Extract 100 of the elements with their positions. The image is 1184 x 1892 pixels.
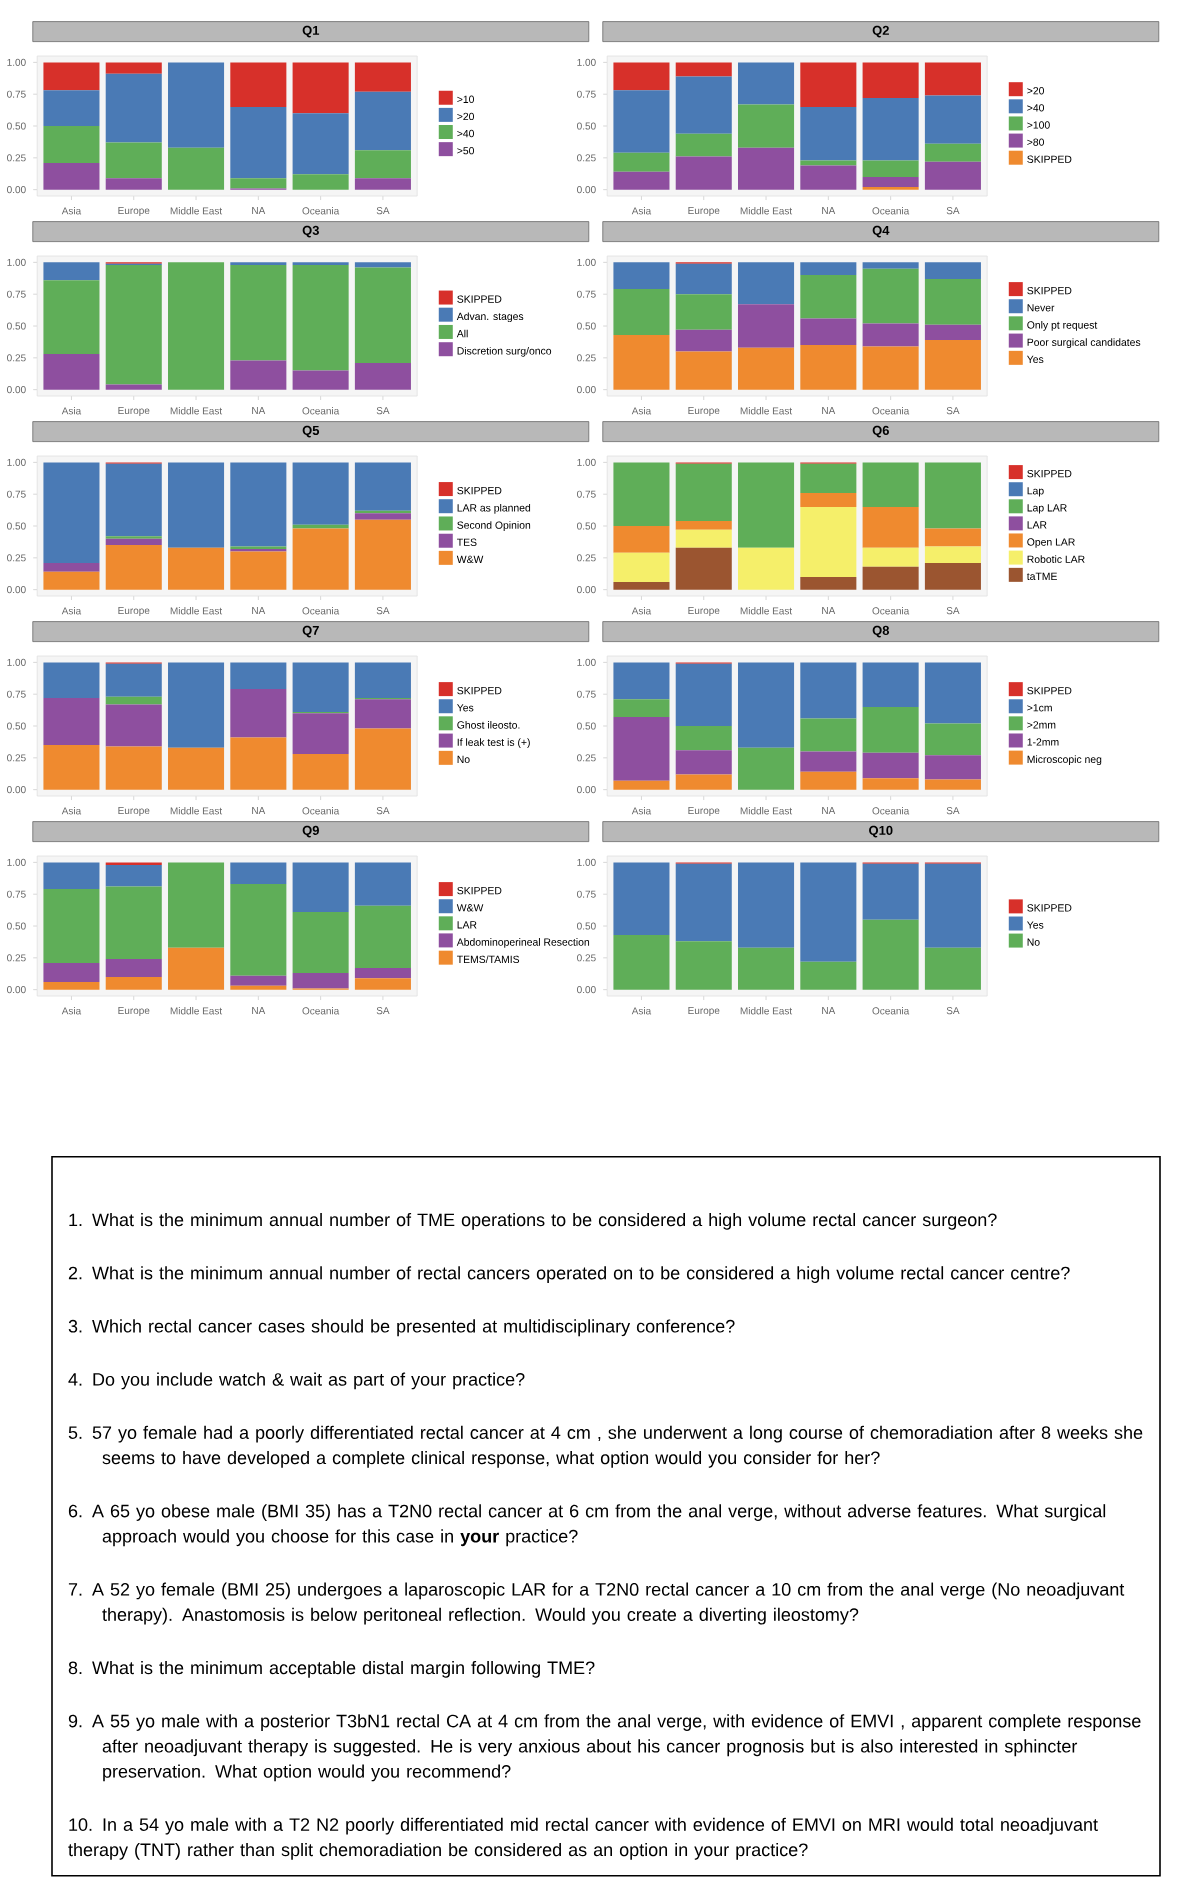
bar [613,171,670,190]
bar [738,262,795,305]
bar [293,264,350,371]
bar [676,863,733,942]
bar [800,275,857,319]
bar [925,324,982,341]
bar [925,723,982,756]
bar [613,262,670,290]
bar [800,662,857,719]
bar [106,886,163,960]
bar [293,973,350,989]
bar [355,513,412,520]
bar [355,699,412,729]
bar [613,526,670,553]
bar [800,160,857,166]
bar [738,747,795,790]
bar [676,941,733,990]
bar [925,528,982,547]
bar [676,547,733,590]
bar [230,862,287,885]
bar [738,547,795,590]
bar [613,699,670,718]
bar [863,262,920,269]
bar [863,268,920,324]
bar [925,143,982,162]
bar [925,947,982,990]
bar [168,462,225,548]
bar [863,346,920,390]
bar [800,718,857,752]
bar [293,528,350,590]
bar [293,862,350,913]
text: 1. What is the minimum annual number of TME operations to be considered a high volume rectal cancer surgeon? [69,1212,998,1230]
bar [676,263,733,295]
bar [355,905,412,969]
bar [230,737,287,790]
bar [738,62,795,105]
bar [168,547,225,590]
bar [738,147,795,190]
bar [230,178,287,189]
bar [613,289,670,335]
bar [106,976,163,990]
bar [43,462,100,563]
text: 10. In a 54 yo male with a T2 N2 poorly differentiated mid rectal cancer with evidence of EMVI on MRI would total neoadjuvant therapy (TNT) rather than split chemoradiation be considered as an option in your practice? [68,1817,1099,1860]
bar [925,161,982,190]
bar [613,862,670,935]
bar [43,745,100,790]
bar [925,462,982,529]
bar [43,982,100,990]
bar [355,968,412,979]
bar [925,262,982,279]
bar [863,547,920,567]
text: 4. Do you include watch & wait as part of your practice? [68,1372,525,1390]
bar [800,751,857,772]
bar [800,106,857,161]
bar [800,771,857,790]
bar [168,947,225,990]
text: 8. What is the minimum acceptable distal margin following TME? [69,1660,595,1678]
bar [925,863,982,948]
bar [676,774,733,790]
bar [613,62,670,91]
bar [106,545,163,590]
bar [863,662,920,707]
bar [800,62,857,107]
bar [106,178,163,190]
bar [925,278,982,325]
bar [43,162,100,190]
bar [168,662,225,748]
bar [293,113,350,175]
bar [676,726,733,751]
bar [676,663,733,727]
bar [800,492,857,507]
bar [106,959,163,977]
bar [43,889,100,963]
bar [355,267,412,363]
bar [168,62,225,148]
bar [613,780,670,790]
bar [230,264,287,361]
bar [293,370,350,390]
bar [106,73,163,143]
bar [230,462,287,547]
text: 5. 57 yo female had a poorly differentiated rectal cancer at 4 cm , she underwent a long course of chemoradiation after 8 weeks she seems to have developed a complete clinical response, what option would you consider for her? [69,1425,1143,1468]
bar [43,62,100,91]
bar [738,347,795,390]
bar [355,178,412,190]
bar [863,160,920,177]
bar [355,662,412,699]
bar [293,62,350,114]
bar [863,176,920,188]
bar [43,571,100,590]
bar [355,91,412,151]
bar [293,662,350,713]
bar [168,262,225,390]
bar [355,519,412,590]
bar [925,662,982,724]
bar [355,62,412,92]
bar [800,576,857,590]
bar [863,778,920,790]
text: 7. A 52 yo female (BMI 25) undergoes a laparoscopic LAR for a T2N0 rectal cancer a 10 cm from the anal verge (No neoadjuvant therapy). Anastomosis is below peritoneal reflection. Would you create a diverting ileostomy? [69,1582,1125,1625]
bar [43,962,100,983]
bar [925,62,982,96]
